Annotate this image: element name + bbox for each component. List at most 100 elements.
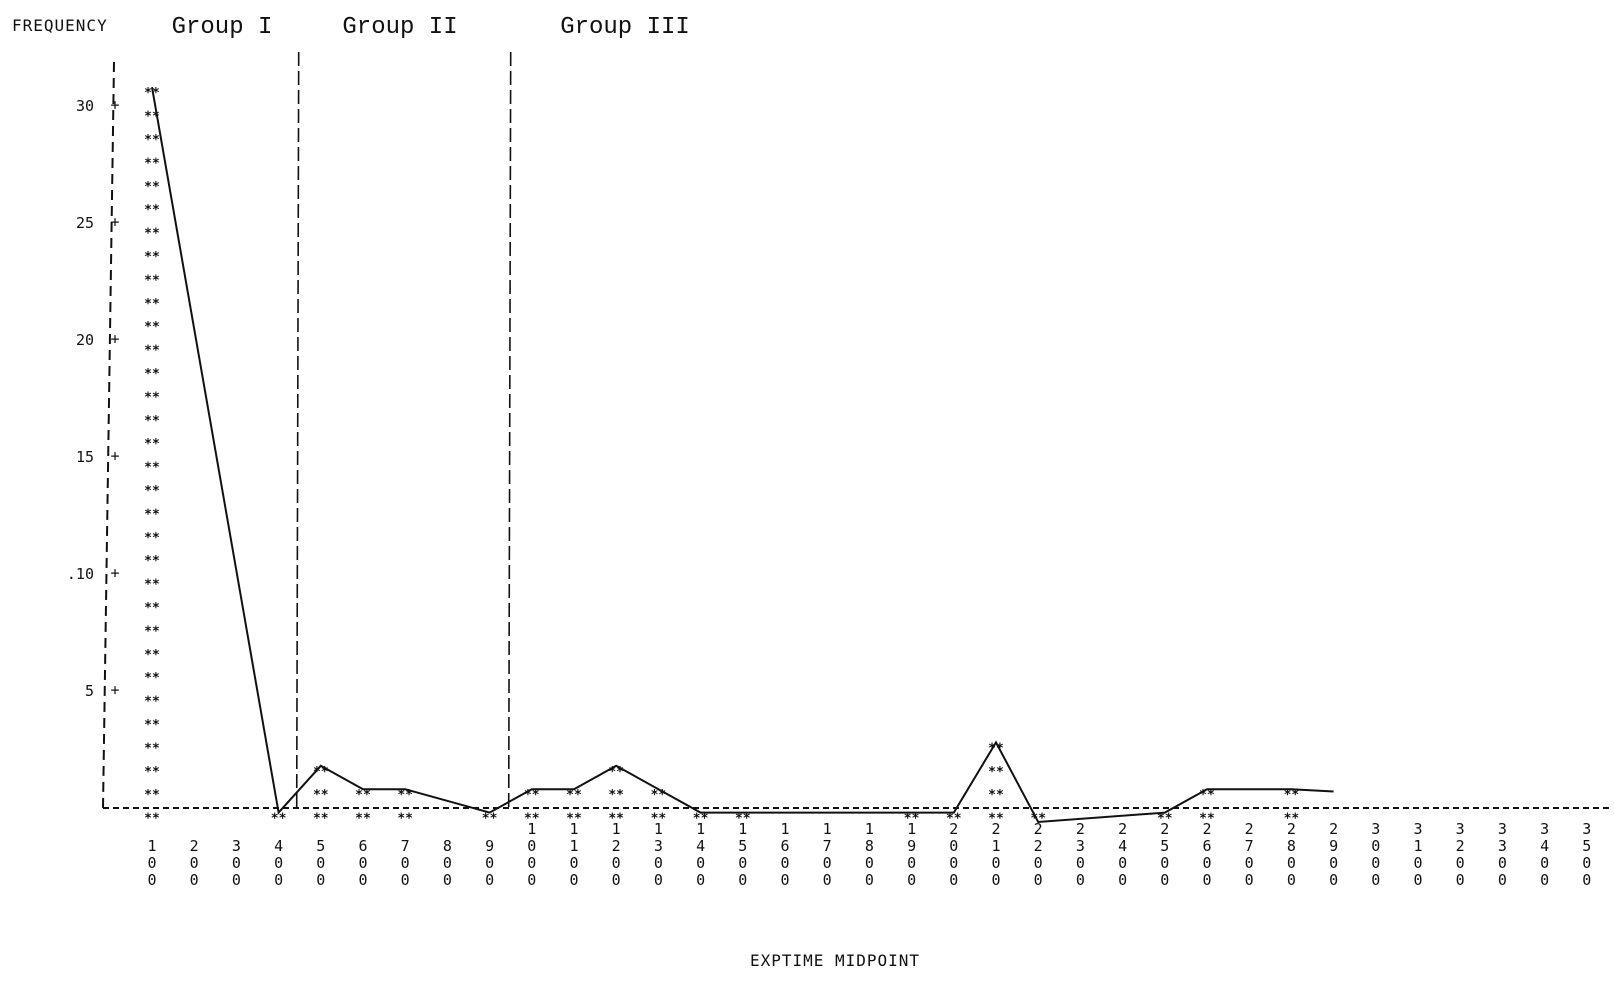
x-tick-digit: 0 (1456, 854, 1465, 872)
x-tick-digit: 0 (1202, 854, 1211, 872)
x-tick-label: 800 (443, 837, 452, 889)
x-tick-digit: 2 (1202, 820, 1211, 838)
x-tick-digit: 0 (316, 871, 325, 889)
x-tick-digit: 0 (1456, 871, 1465, 889)
bar-700: ** ** (397, 788, 413, 826)
bar-mark: ** (144, 788, 160, 803)
x-tick-digit: 0 (190, 871, 199, 889)
bar-mark: ** (144, 320, 160, 335)
y-axis-line (102, 61, 115, 809)
bar-mark: ** (313, 788, 329, 803)
x-ticks: 1002003004005006007008009001000110012001… (147, 820, 1591, 889)
x-tick-digit: 3 (1540, 820, 1549, 838)
x-tick-digit: 4 (1118, 837, 1127, 855)
y-tick-label: 30 (76, 97, 94, 115)
x-tick-label: 700 (401, 837, 410, 889)
x-tick-digit: 5 (316, 837, 325, 855)
bar-mark: ** (397, 788, 413, 803)
x-tick-digit: 5 (738, 837, 747, 855)
bar-100: ** ** ** ** ** ** ** ** ** ** ** ** ** ** ** ** ** ** ** **… (144, 86, 160, 826)
bar-mark: ** (608, 788, 624, 803)
x-tick-label: 900 (485, 837, 494, 889)
x-tick-digit: 7 (823, 837, 832, 855)
bar-mark: ** (608, 765, 624, 780)
x-tick-digit: 7 (401, 837, 410, 855)
y-tick-label: 15 (76, 448, 94, 466)
bar-mark: ** (144, 203, 160, 218)
x-tick-digit: 7 (1245, 837, 1254, 855)
x-tick-digit: 2 (1456, 837, 1465, 855)
x-tick-digit: 0 (443, 854, 452, 872)
trend-line (151, 87, 1334, 824)
x-tick-digit: 5 (1582, 837, 1591, 855)
bar-mark: ** (693, 812, 709, 827)
x-tick-digit: 3 (1582, 820, 1591, 838)
x-tick-digit: 0 (569, 854, 578, 872)
x-tick-digit: 0 (316, 854, 325, 872)
x-tick-digit: 0 (1498, 871, 1507, 889)
x-tick-digit: 0 (1287, 871, 1296, 889)
group-label-2: Group II (342, 14, 457, 41)
bar-1900: ** (904, 812, 920, 827)
x-tick-digit: 3 (1498, 820, 1507, 838)
x-tick-digit: 2 (1160, 820, 1169, 838)
x-tick-digit: 0 (274, 854, 283, 872)
bar-mark: ** (524, 788, 540, 803)
x-tick-digit: 8 (443, 837, 452, 855)
bar-mark: ** (144, 765, 160, 780)
x-tick-digit: 9 (1329, 837, 1338, 855)
bar-mark: ** (144, 156, 160, 171)
bar-mark: ** (144, 671, 160, 686)
x-tick-digit: 0 (485, 871, 494, 889)
x-tick-digit: 0 (1540, 854, 1549, 872)
x-tick-digit: 1 (569, 837, 578, 855)
x-tick-digit: 1 (865, 820, 874, 838)
bar-500: ****** (313, 765, 329, 827)
bar-mark: ** (988, 741, 1004, 756)
bar-mark: ** (988, 765, 1004, 780)
x-tick-digit: 0 (738, 854, 747, 872)
x-tick-digit: 3 (1413, 820, 1422, 838)
bar-mark: ** (144, 86, 160, 101)
x-tick-digit: 0 (612, 871, 621, 889)
x-tick-digit: 0 (1118, 871, 1127, 889)
x-tick-digit: 2 (1118, 820, 1127, 838)
x-tick-digit: 0 (780, 854, 789, 872)
x-tick-digit: 4 (696, 837, 705, 855)
x-tick-digit: 2 (1076, 820, 1085, 838)
x-tick-digit: 0 (401, 871, 410, 889)
bar-mark: ** (144, 695, 160, 710)
bar-1200: ** ** ** (608, 765, 624, 827)
x-tick-digit: 1 (654, 820, 663, 838)
bar-mark: ** (144, 648, 160, 663)
x-tick-digit: 0 (232, 854, 241, 872)
x-tick-digit: 3 (1076, 837, 1085, 855)
x-tick-digit: 0 (696, 871, 705, 889)
x-tick-digit: 0 (147, 871, 156, 889)
x-tick-digit: 0 (527, 871, 536, 889)
x-tick-digit: 1 (738, 820, 747, 838)
x-tick-digit: 0 (443, 871, 452, 889)
y-tick-mark: + (110, 447, 119, 465)
x-tick-digit: 6 (358, 837, 367, 855)
x-tick-digit: 1 (907, 820, 916, 838)
bar-mark: ** (988, 812, 1004, 827)
bar-mark: ** (144, 578, 160, 593)
x-tick-label: 500 (316, 837, 325, 889)
x-tick-digit: 1 (991, 837, 1000, 855)
bar-mark: ** (1157, 812, 1173, 827)
bar-2200: ** (1030, 812, 1046, 827)
bar-mark: ** (988, 788, 1004, 803)
x-tick-digit: 0 (1034, 854, 1043, 872)
bar-mark: ** (397, 812, 413, 827)
bar-mark: ** (1284, 788, 1300, 803)
y-tick-label: 25 (76, 214, 94, 232)
x-tick-digit: 0 (1287, 854, 1296, 872)
